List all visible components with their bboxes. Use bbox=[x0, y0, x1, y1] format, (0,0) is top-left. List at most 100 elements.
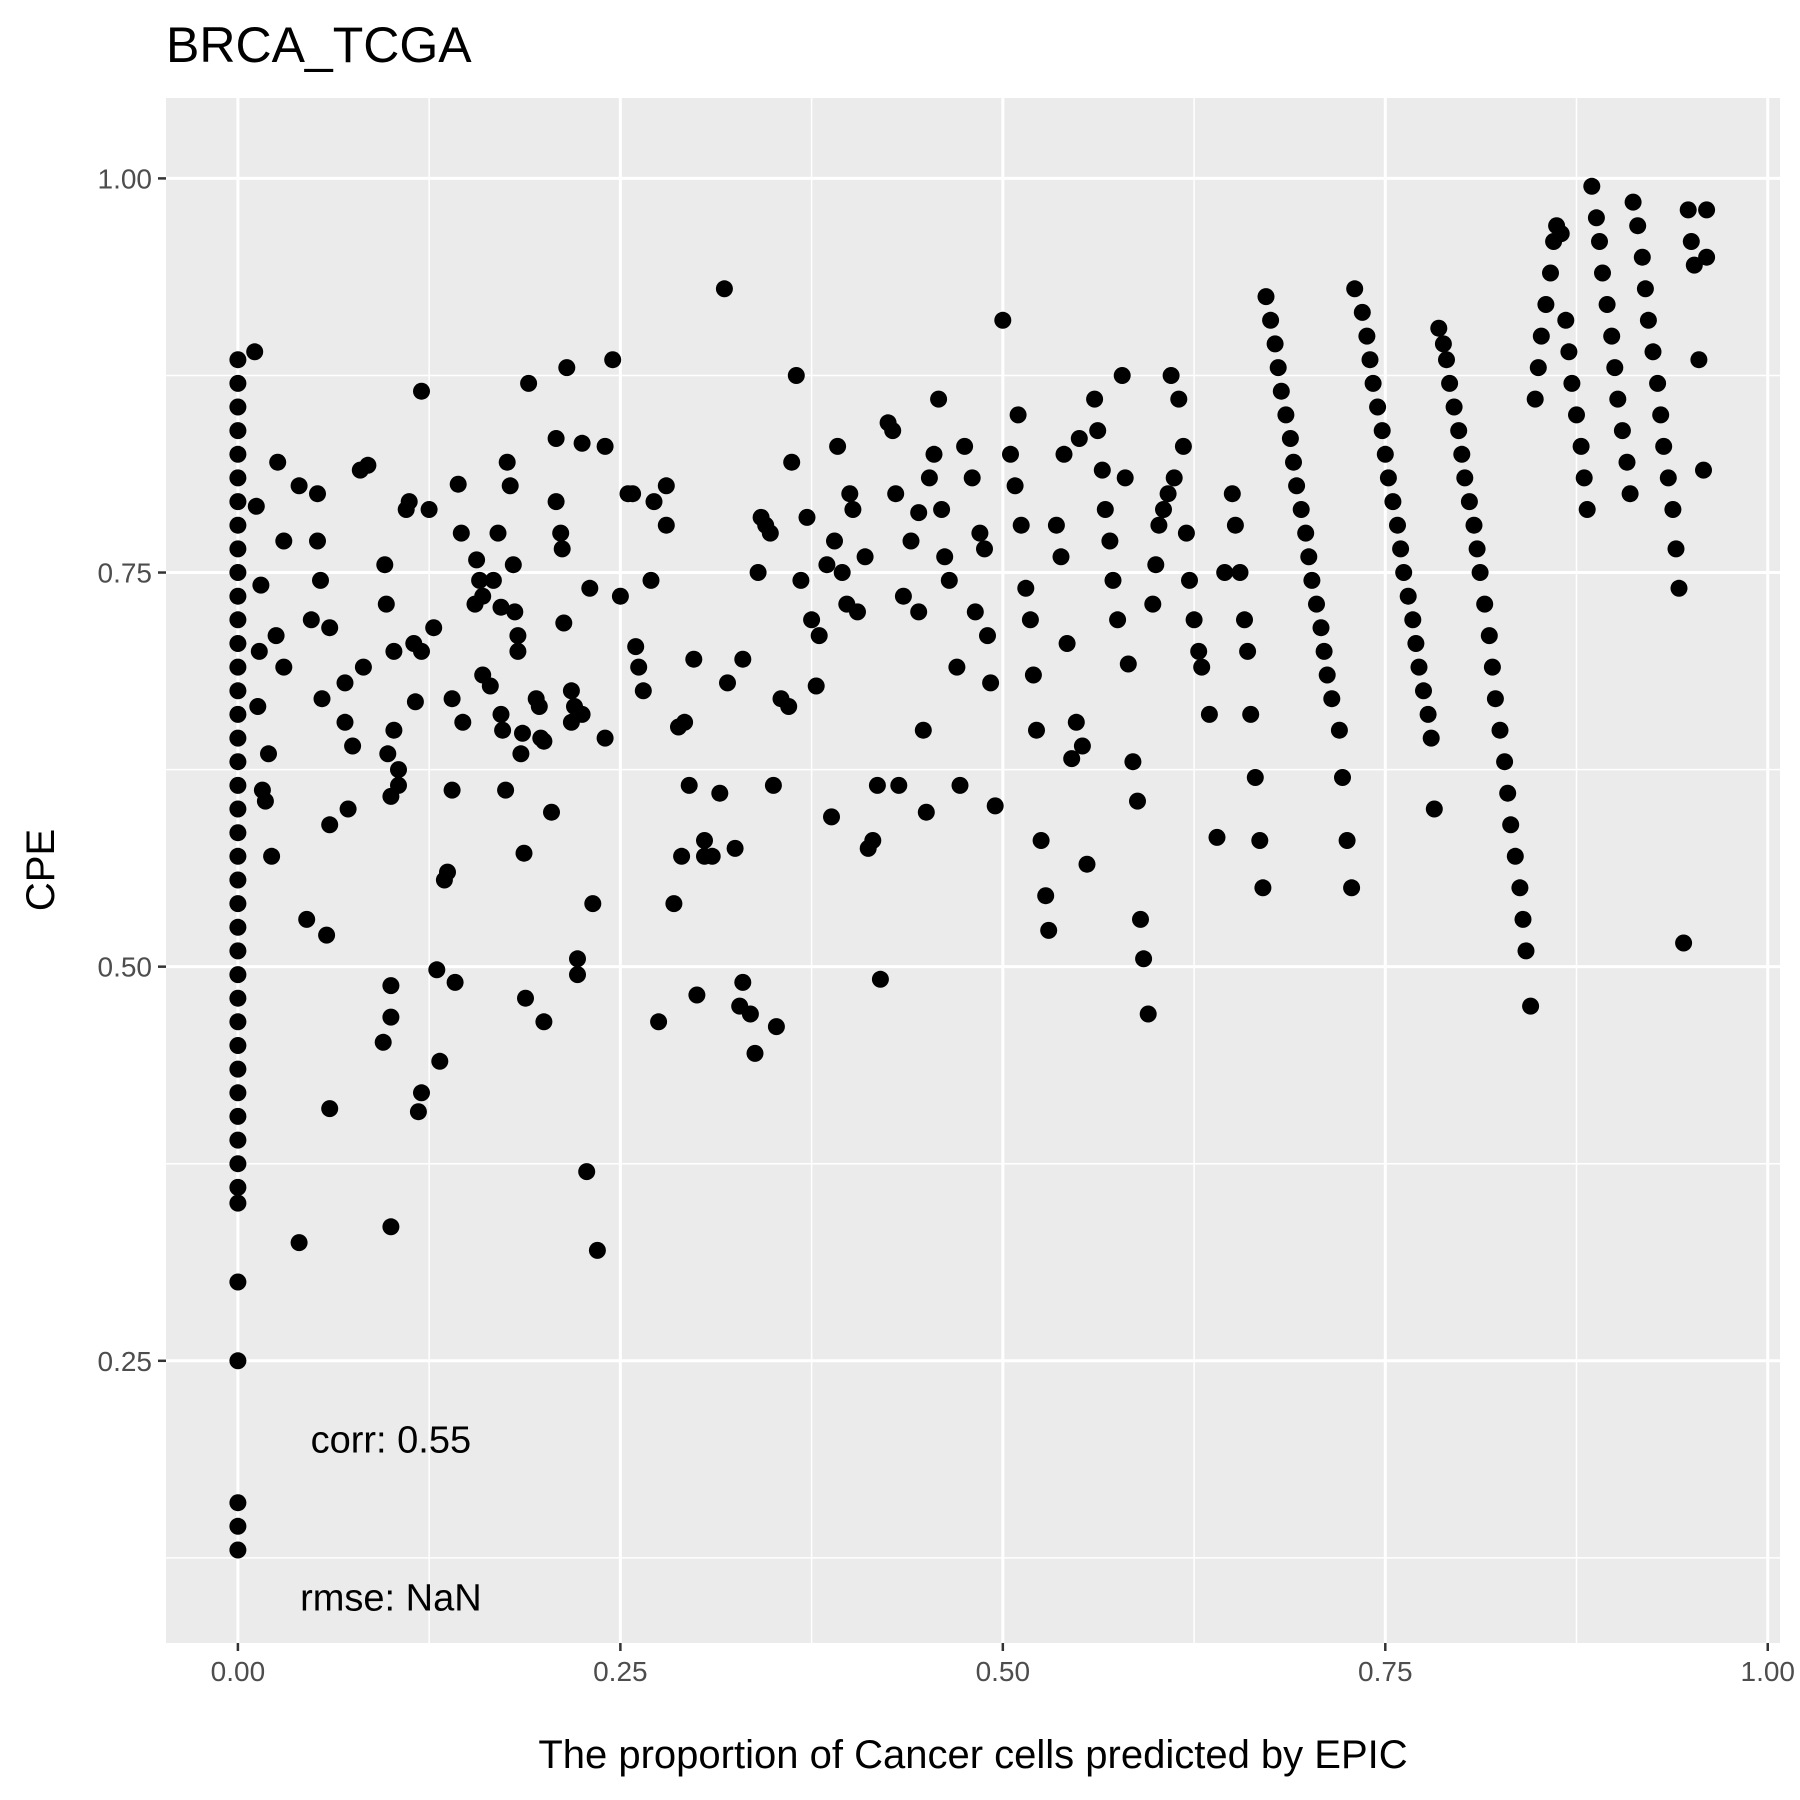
data-point bbox=[229, 398, 247, 416]
data-point bbox=[229, 871, 247, 889]
data-point bbox=[1496, 753, 1514, 771]
data-point bbox=[1208, 828, 1226, 846]
data-point bbox=[1021, 611, 1039, 629]
data-point bbox=[868, 776, 886, 794]
data-point bbox=[252, 576, 270, 594]
data-point bbox=[1312, 619, 1330, 637]
data-point bbox=[604, 351, 622, 369]
data-point bbox=[298, 910, 316, 928]
data-point bbox=[979, 627, 996, 645]
data-point bbox=[250, 642, 268, 660]
data-point bbox=[1376, 445, 1394, 463]
data-point bbox=[1532, 327, 1550, 345]
data-point bbox=[841, 485, 859, 503]
data-point bbox=[1093, 461, 1111, 479]
data-point bbox=[428, 961, 446, 979]
data-point bbox=[377, 595, 395, 613]
data-point bbox=[1483, 658, 1501, 676]
data-point bbox=[1404, 611, 1422, 629]
data-point bbox=[1185, 611, 1203, 629]
data-point bbox=[1517, 942, 1535, 960]
y-tick-label: 0.75 bbox=[98, 558, 153, 589]
data-point bbox=[1174, 437, 1192, 455]
data-point bbox=[1613, 422, 1631, 440]
data-point bbox=[229, 705, 247, 723]
data-point bbox=[1542, 264, 1559, 282]
data-point bbox=[1695, 461, 1712, 479]
data-point bbox=[229, 753, 247, 771]
data-point bbox=[515, 844, 533, 862]
data-point bbox=[474, 587, 492, 605]
data-point bbox=[767, 1018, 785, 1036]
data-point bbox=[917, 803, 935, 821]
data-point bbox=[309, 532, 326, 550]
data-point bbox=[504, 556, 522, 574]
data-point bbox=[229, 1037, 247, 1054]
data-point bbox=[1334, 769, 1351, 786]
y-tick-label: 0.50 bbox=[98, 952, 153, 983]
data-point bbox=[1277, 406, 1295, 424]
data-point bbox=[920, 469, 938, 487]
data-point bbox=[711, 784, 729, 802]
x-tick-label: 0.00 bbox=[211, 1656, 266, 1687]
data-point bbox=[382, 977, 400, 995]
data-point bbox=[547, 430, 565, 447]
x-tick-label: 1.00 bbox=[1741, 1656, 1796, 1687]
data-point bbox=[810, 627, 828, 645]
data-point bbox=[492, 598, 510, 616]
data-point bbox=[588, 1241, 606, 1259]
data-point bbox=[501, 477, 519, 495]
data-point bbox=[509, 627, 527, 645]
data-point bbox=[1434, 335, 1452, 353]
data-point bbox=[676, 713, 694, 731]
data-point bbox=[382, 1218, 400, 1236]
data-point bbox=[1315, 642, 1333, 660]
data-point bbox=[336, 674, 354, 692]
data-point bbox=[359, 456, 377, 474]
data-point bbox=[569, 950, 586, 968]
data-point bbox=[1058, 635, 1076, 652]
data-point bbox=[400, 493, 418, 511]
data-point bbox=[803, 611, 821, 629]
data-point bbox=[1476, 595, 1494, 613]
data-point bbox=[1266, 335, 1284, 353]
data-point bbox=[530, 698, 548, 715]
data-point bbox=[229, 374, 247, 392]
data-point bbox=[344, 737, 362, 755]
data-point bbox=[413, 1084, 430, 1102]
data-point bbox=[1456, 469, 1474, 487]
data-point bbox=[1624, 193, 1642, 211]
data-point bbox=[1216, 564, 1234, 581]
data-point bbox=[680, 776, 698, 794]
data-point bbox=[1113, 367, 1131, 384]
data-point bbox=[596, 437, 614, 455]
data-point bbox=[761, 524, 779, 542]
data-point bbox=[833, 564, 851, 581]
data-point bbox=[1389, 516, 1406, 534]
data-point bbox=[1346, 280, 1364, 298]
data-point bbox=[1392, 540, 1410, 558]
data-point bbox=[229, 966, 247, 984]
rmse-annotation: rmse: NaN bbox=[300, 1577, 482, 1619]
data-point bbox=[1200, 705, 1218, 723]
data-point bbox=[1491, 721, 1509, 739]
plot-panel bbox=[166, 98, 1780, 1643]
data-point bbox=[312, 571, 329, 589]
data-point bbox=[936, 548, 954, 566]
data-point bbox=[229, 989, 247, 1007]
data-point bbox=[1226, 516, 1244, 534]
data-point bbox=[1231, 564, 1249, 581]
data-point bbox=[807, 677, 825, 695]
data-point bbox=[1422, 729, 1440, 747]
data-point bbox=[385, 642, 403, 660]
data-point bbox=[247, 497, 265, 515]
data-point bbox=[229, 1494, 247, 1512]
data-point bbox=[1089, 422, 1107, 440]
data-point bbox=[1096, 501, 1114, 518]
data-point bbox=[734, 973, 752, 991]
data-point bbox=[1358, 327, 1376, 345]
data-point bbox=[1407, 635, 1425, 652]
data-point bbox=[1139, 1005, 1157, 1023]
data-point bbox=[884, 422, 902, 440]
data-point bbox=[1242, 705, 1260, 723]
